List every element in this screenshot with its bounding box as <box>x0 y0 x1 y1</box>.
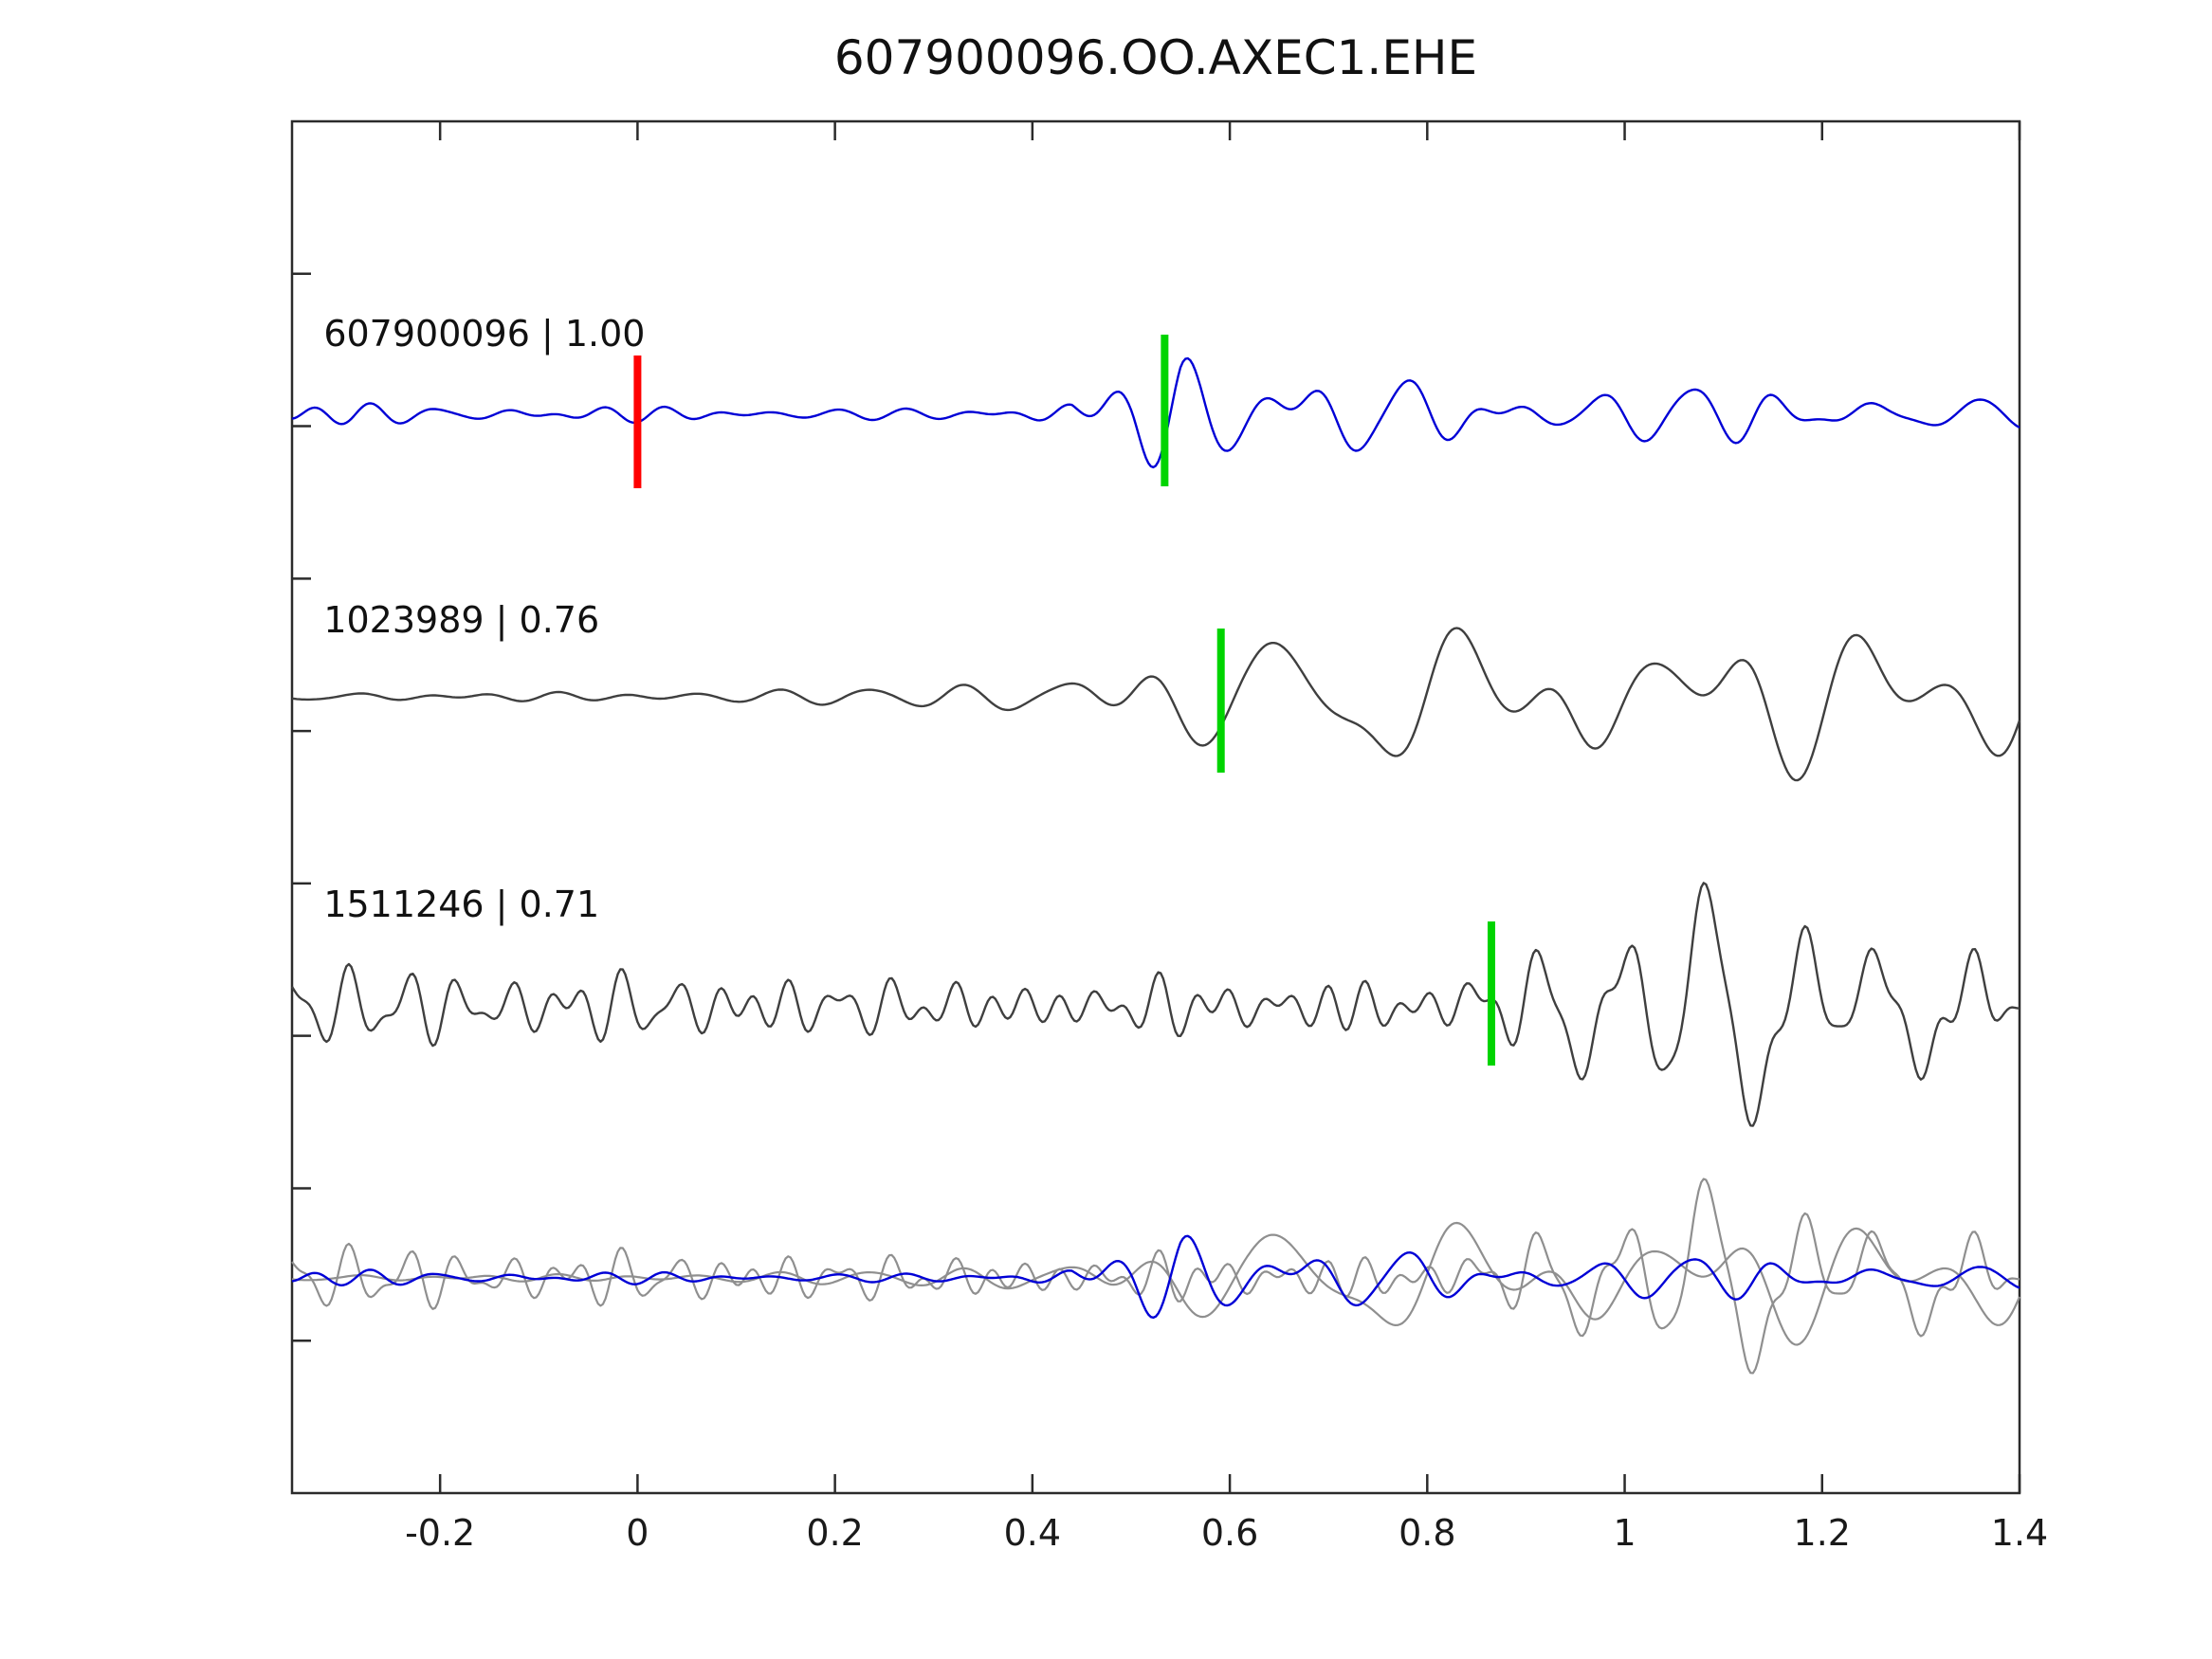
x-tick-label: 1.4 <box>1991 1512 2048 1554</box>
x-tick-label: 0.4 <box>1004 1512 1061 1554</box>
waveform-trace-1023989 <box>291 627 2021 782</box>
trace-label-1023989: 1023989 | 0.76 <box>323 599 599 642</box>
x-tick-label: 0.6 <box>1201 1512 1258 1554</box>
x-tick-label: -0.2 <box>405 1512 475 1554</box>
overlay-trace-1511246 <box>291 1177 2020 1375</box>
x-tick-label: 0.2 <box>806 1512 863 1554</box>
overlay-trace-1023989 <box>291 1221 2021 1346</box>
axes-box <box>290 119 2021 1495</box>
waveform-trace-607900096 <box>291 356 2020 469</box>
x-tick-label: 1 <box>1613 1512 1636 1554</box>
x-tick-label: 1.2 <box>1794 1512 1851 1554</box>
x-tick-label: 0.8 <box>1398 1512 1455 1554</box>
trace-label-607900096: 607900096 | 1.00 <box>323 313 645 356</box>
waveform-trace-1511246 <box>290 882 2020 1127</box>
trace-label-1511246: 1511246 | 0.71 <box>323 884 599 926</box>
x-tick-label: 0 <box>626 1512 649 1554</box>
plot-title: 607900096.OO.AXEC1.EHE <box>834 30 1477 85</box>
plot-content: -0.2 0 0.2 0.4 0.6 0.8 1 1.2 1.4 607900096 | 1.00… <box>290 121 2048 1554</box>
overlay-trace-607900096 <box>291 1234 2020 1320</box>
